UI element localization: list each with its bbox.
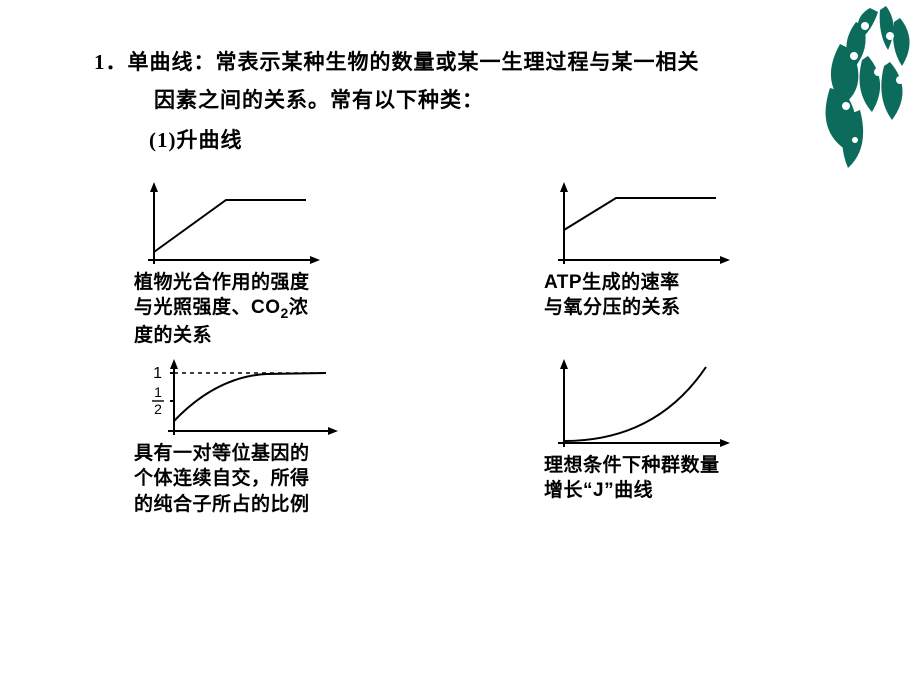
chart-3-caption: 具有一对等位基因的 个体连续自交，所得 的纯合子所占的比例 xyxy=(134,441,434,518)
chart-2-caption: ATP生成的速率 与氧分压的关系 xyxy=(544,270,804,321)
chart-1-caption: 植物光合作用的强度 与光照强度、CO2浓 度的关系 xyxy=(134,270,434,349)
chart-1-svg xyxy=(146,182,326,268)
tick-label-1: 1 xyxy=(153,365,162,382)
decorative-peacock-ornament xyxy=(760,0,920,180)
heading-line-2: 因素之间的关系。常有以下种类： xyxy=(94,82,850,120)
chart-4-svg xyxy=(556,359,736,451)
heading-text: 1．单曲线：常表示某种生物的数量或某一生理过程与某一相关 因素之间的关系。常有以… xyxy=(94,44,850,120)
chart-2-svg xyxy=(556,182,736,268)
chart-1: 植物光合作用的强度 与光照强度、CO2浓 度的关系 xyxy=(134,182,434,349)
chart-4: 理想条件下种群数量 增长“J”曲线 xyxy=(544,359,804,518)
charts-grid: 植物光合作用的强度 与光照强度、CO2浓 度的关系 ATP生成的速率 与氧分压的… xyxy=(94,182,850,518)
svg-text:2: 2 xyxy=(154,401,162,417)
chart-2: ATP生成的速率 与氧分压的关系 xyxy=(544,182,804,349)
subheading-text: (1)升曲线 xyxy=(94,124,850,154)
chart-4-caption: 理想条件下种群数量 增长“J”曲线 xyxy=(544,453,804,504)
chart-3-svg: 1 1 2 xyxy=(146,359,346,439)
svg-text:1: 1 xyxy=(154,384,162,400)
heading-line-1: 1．单曲线：常表示某种生物的数量或某一生理过程与某一相关 xyxy=(94,50,700,74)
chart-3: 1 1 2 具有一对等位基因的 个体连续自交，所得 的纯合子所占的比例 xyxy=(134,359,434,518)
